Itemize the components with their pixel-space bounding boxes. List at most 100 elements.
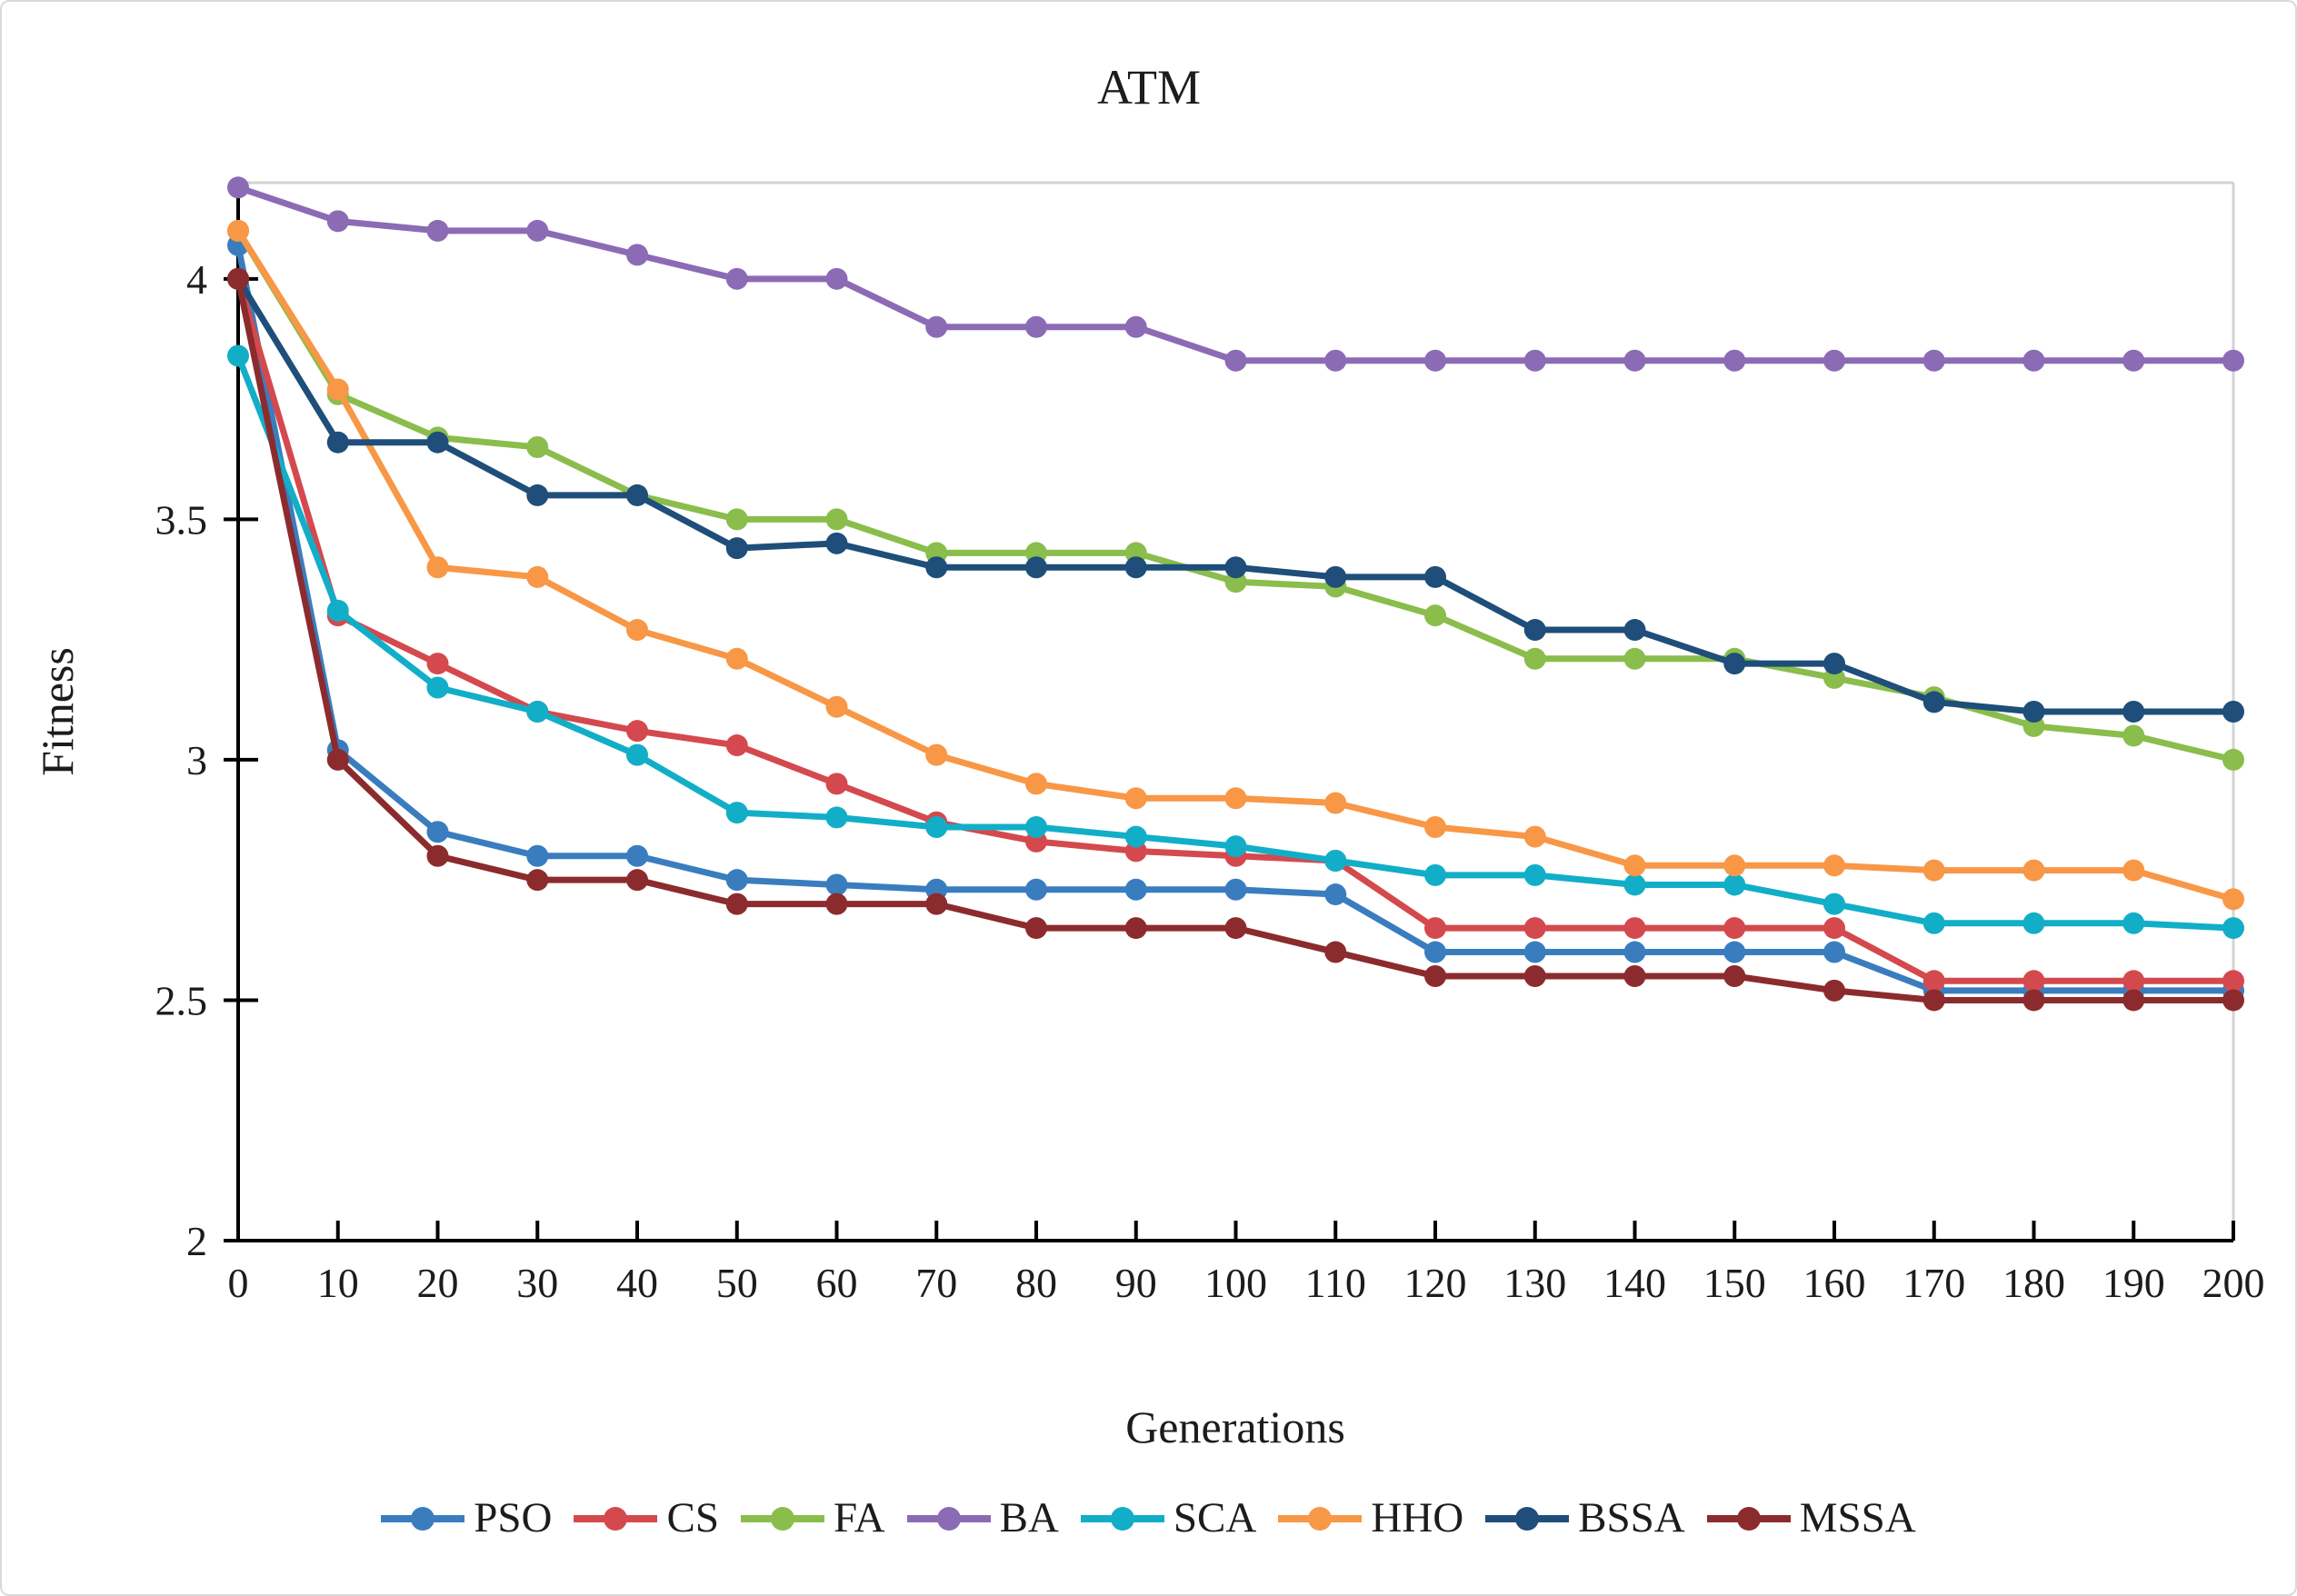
data-point-BSSA	[326, 431, 349, 454]
y-axis-title: Fitness	[32, 647, 83, 776]
data-point-FA	[1523, 647, 1546, 670]
legend-label: MSSA	[1799, 1494, 1916, 1541]
x-tick-label: 140	[1603, 1260, 1666, 1306]
y-tick-label: 2.5	[155, 977, 208, 1023]
data-point-MSSA	[1324, 941, 1347, 963]
legend-item-HHO: HHO	[1278, 1497, 1463, 1540]
data-point-FA	[1623, 647, 1646, 670]
x-tick-label: 170	[1903, 1260, 1965, 1306]
data-point-FA	[725, 508, 748, 531]
data-point-HHO	[2022, 859, 2045, 882]
data-point-MSSA	[1424, 965, 1446, 987]
data-point-BA	[1124, 315, 1147, 338]
x-tick-label: 150	[1703, 1260, 1766, 1306]
data-point-MSSA	[825, 893, 848, 915]
x-tick-label: 40	[616, 1260, 658, 1306]
data-point-BSSA	[1623, 619, 1646, 642]
legend-label: SCA	[1173, 1494, 1257, 1541]
legend-label: FA	[833, 1494, 885, 1541]
legend-label: BA	[999, 1494, 1059, 1541]
data-point-SCA	[2122, 912, 2145, 934]
data-point-BSSA	[2022, 701, 2045, 723]
x-tick-label: 50	[716, 1260, 758, 1306]
data-point-BSSA	[1124, 556, 1147, 579]
data-point-BSSA	[1523, 619, 1546, 642]
data-point-BA	[725, 267, 748, 290]
chart-canvas: 4 3.5 3 2.5 20 10 20 30 40 50 60 70 80 90 100 110 120 130…	[155, 176, 2265, 1306]
legend-marker-icon	[1485, 1506, 1570, 1531]
data-point-FA	[2222, 748, 2244, 771]
data-point-SCA	[2222, 917, 2244, 940]
data-point-MSSA	[227, 267, 249, 290]
legend-marker-icon	[1080, 1506, 1164, 1531]
data-point-HHO	[1723, 854, 1746, 877]
x-tick-label: 120	[1404, 1260, 1467, 1306]
data-point-MSSA	[925, 893, 948, 915]
legend-item-FA: FA	[740, 1494, 885, 1541]
legend-marker-icon	[381, 1506, 465, 1531]
x-tick-label: 0	[228, 1260, 249, 1306]
data-point-CS	[825, 773, 848, 795]
data-point-HHO	[526, 565, 549, 588]
data-point-CS	[626, 720, 648, 743]
legend-item-PSO: PSO	[381, 1497, 552, 1540]
data-point-BSSA	[925, 556, 948, 579]
data-point-PSO	[1224, 878, 1247, 901]
series-SCA	[227, 344, 2244, 940]
data-point-MSSA	[1025, 917, 1047, 940]
data-point-FA	[825, 508, 848, 531]
data-point-CS	[2222, 970, 2244, 993]
data-point-BA	[1025, 315, 1047, 338]
legend-label: HHO	[1371, 1494, 1464, 1541]
data-point-BA	[326, 210, 349, 233]
data-point-MSSA	[326, 748, 349, 771]
data-point-PSO	[1025, 878, 1047, 901]
data-point-MSSA	[2022, 989, 2045, 1012]
data-point-PSO	[1124, 878, 1147, 901]
data-point-BA	[1523, 349, 1546, 372]
data-point-PSO	[526, 844, 549, 867]
data-point-BA	[1224, 349, 1247, 372]
data-point-PSO	[1723, 941, 1746, 963]
x-tick-label: 60	[816, 1260, 858, 1306]
data-point-HHO	[326, 378, 349, 401]
data-point-BSSA	[1922, 691, 1945, 713]
data-point-BSSA	[725, 537, 748, 560]
data-point-BA	[825, 267, 848, 290]
data-point-BSSA	[2122, 701, 2145, 723]
legend-label: PSO	[474, 1494, 553, 1541]
data-point-MSSA	[725, 893, 748, 915]
data-point-CS	[1623, 917, 1646, 940]
data-point-HHO	[1922, 859, 1945, 882]
x-axis-title: Generations	[1125, 1401, 1345, 1452]
data-point-BSSA	[1723, 653, 1746, 675]
legend-marker-icon	[1278, 1506, 1363, 1531]
legend-marker-icon	[740, 1506, 824, 1531]
data-point-HHO	[2222, 888, 2244, 911]
legend: PSO CS FA BA SCA HHO BSSA MSSA	[2, 1497, 2295, 1540]
x-tick-label: 190	[2102, 1260, 2165, 1306]
data-point-PSO	[825, 873, 848, 896]
data-point-FA	[1424, 604, 1446, 627]
legend-label: CS	[666, 1494, 719, 1541]
legend-marker-icon	[1706, 1506, 1791, 1531]
series-BA	[227, 176, 2244, 372]
data-point-HHO	[725, 647, 748, 670]
data-point-HHO	[626, 619, 648, 642]
series-line-BA	[235, 184, 2237, 364]
data-point-BA	[1623, 349, 1646, 372]
data-point-PSO	[1823, 941, 1845, 963]
data-point-SCA	[1523, 863, 1546, 886]
data-point-CS	[2022, 970, 2045, 993]
data-point-PSO	[1424, 941, 1446, 963]
data-point-HHO	[1823, 854, 1845, 877]
data-point-BSSA	[1025, 556, 1047, 579]
data-point-BSSA	[1823, 653, 1845, 675]
data-point-SCA	[1124, 825, 1147, 848]
data-point-PSO	[725, 869, 748, 892]
data-point-BA	[2022, 349, 2045, 372]
y-tick-label: 3	[186, 737, 207, 783]
data-point-SCA	[227, 344, 249, 367]
data-point-BA	[1324, 349, 1347, 372]
